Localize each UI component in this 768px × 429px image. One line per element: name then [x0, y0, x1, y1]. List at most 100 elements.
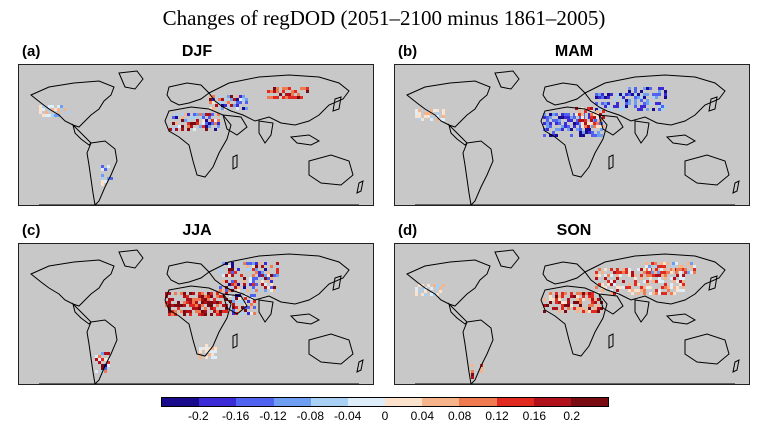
anomaly-cell	[657, 265, 660, 268]
anomaly-cell	[591, 292, 594, 295]
anomaly-cell	[205, 128, 208, 131]
anomaly-cell	[227, 107, 230, 110]
anomaly-cell	[242, 98, 245, 101]
anomaly-cell	[442, 115, 445, 118]
anomaly-cell	[253, 306, 256, 309]
anomaly-cell	[232, 312, 235, 315]
anomaly-cell	[652, 274, 655, 277]
anomaly-cell	[597, 307, 600, 310]
anomaly-cell	[561, 128, 564, 131]
anomaly-cell	[576, 301, 579, 304]
anomaly-cell	[648, 265, 651, 268]
anomaly-cell	[634, 289, 637, 292]
coastline	[732, 359, 740, 373]
anomaly-cell	[598, 108, 601, 111]
anomaly-cell	[584, 122, 587, 125]
colorbar-segment	[385, 398, 423, 406]
anomaly-cell	[682, 286, 685, 289]
anomaly-cell	[637, 108, 640, 111]
anomaly-cell	[232, 303, 235, 306]
anomaly-cell	[231, 274, 234, 277]
anomaly-cell	[658, 274, 661, 277]
anomaly-cell	[433, 284, 436, 287]
anomaly-cell	[229, 300, 232, 303]
anomaly-cell	[610, 280, 613, 283]
anomaly-cell	[285, 87, 288, 90]
anomaly-cell	[607, 280, 610, 283]
anomaly-cell	[219, 310, 222, 313]
anomaly-cell	[543, 116, 546, 119]
anomaly-cell	[228, 289, 231, 292]
anomaly-cell	[679, 274, 682, 277]
anomaly-cell	[676, 268, 679, 271]
anomaly-cell	[590, 116, 593, 119]
anomaly-cell	[613, 99, 616, 102]
panel-season-d: SON	[556, 222, 592, 239]
anomaly-cell	[598, 96, 601, 99]
anomaly-cell	[646, 99, 649, 102]
coastline	[308, 333, 354, 365]
anomaly-cell	[104, 367, 107, 370]
colorbar-tick-label: -0.08	[296, 409, 325, 423]
anomaly-cell	[186, 295, 189, 298]
anomaly-cell	[660, 262, 663, 265]
anomaly-cell	[564, 113, 567, 116]
anomaly-cell	[45, 111, 48, 114]
anomaly-cell	[39, 111, 42, 114]
anomaly-cell	[177, 301, 180, 304]
anomaly-cell	[180, 310, 183, 313]
anomaly-cell	[581, 125, 584, 128]
anomaly-cell	[575, 113, 578, 116]
anomaly-cell	[600, 128, 603, 131]
anomaly-cell	[622, 96, 625, 99]
anomaly-cell	[664, 292, 667, 295]
anomaly-cell	[205, 347, 208, 350]
anomaly-cell	[546, 128, 549, 131]
anomaly-cell	[231, 283, 234, 286]
panel-season-b: MAM	[554, 43, 594, 60]
anomaly-cell	[213, 298, 216, 301]
anomaly-cell	[210, 295, 213, 298]
anomaly-cell	[303, 87, 306, 90]
panel-label-a: (a)	[22, 43, 41, 60]
anomaly-cell	[622, 286, 625, 289]
anomaly-cell	[596, 122, 599, 125]
anomaly-cell	[430, 118, 433, 121]
anomaly-cell	[658, 277, 661, 280]
anomaly-cell	[270, 265, 273, 268]
anomaly-cell	[652, 292, 655, 295]
anomaly-cell	[198, 295, 201, 298]
anomaly-cell	[581, 119, 584, 122]
anomaly-cell	[637, 93, 640, 96]
anomaly-cell	[602, 125, 605, 128]
anomaly-cell	[107, 165, 110, 168]
anomaly-cell	[101, 174, 104, 177]
anomaly-cell	[570, 116, 573, 119]
anomaly-cell	[247, 312, 250, 315]
anomaly-cell	[210, 313, 213, 316]
anomaly-cell	[576, 122, 579, 125]
anomaly-cell	[670, 277, 673, 280]
anomaly-cell	[637, 268, 640, 271]
anomaly-cell	[549, 116, 552, 119]
anomaly-cell	[427, 112, 430, 115]
anomaly-cell	[424, 115, 427, 118]
anomaly-cell	[192, 301, 195, 304]
anomaly-cell	[273, 274, 276, 277]
coastline	[634, 120, 650, 144]
anomaly-cell	[561, 125, 564, 128]
anomaly-cell	[645, 262, 648, 265]
anomaly-cell	[616, 102, 619, 105]
anomaly-cell	[222, 304, 225, 307]
colorbar-segment	[533, 398, 571, 406]
anomaly-cell	[267, 90, 270, 93]
anomaly-cell	[628, 289, 631, 292]
anomaly-cell	[168, 310, 171, 313]
anomaly-cell	[250, 303, 253, 306]
anomaly-cell	[693, 268, 696, 271]
anomaly-cell	[684, 268, 687, 271]
anomaly-cell	[584, 125, 587, 128]
anomaly-cell	[245, 98, 248, 101]
anomaly-cell	[576, 128, 579, 131]
anomaly-cell	[690, 271, 693, 274]
